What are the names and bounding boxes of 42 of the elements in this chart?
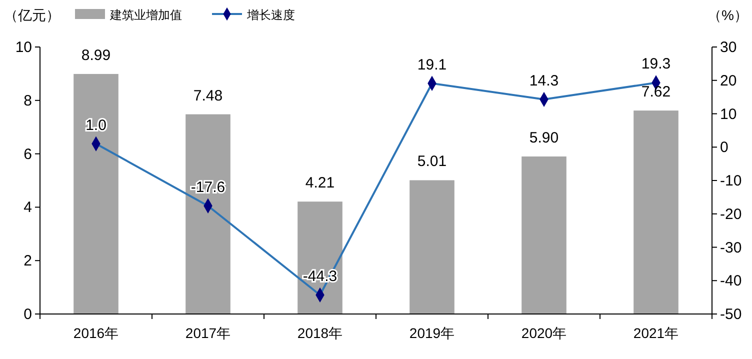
y2-tick-label: 0 bbox=[720, 139, 728, 156]
data-label: 5.01 bbox=[417, 153, 447, 170]
y-tick-label: 4 bbox=[24, 199, 32, 216]
x-tick-label: 2016年 bbox=[73, 325, 119, 341]
bar bbox=[410, 180, 454, 314]
y-tick-label: 2 bbox=[24, 252, 32, 270]
y-axis-title: （亿元） bbox=[4, 7, 60, 23]
bar bbox=[522, 156, 566, 314]
y2-axis-title: （%） bbox=[708, 7, 748, 23]
data-label: 7.62 bbox=[641, 84, 671, 101]
data-label: 5.90 bbox=[529, 129, 559, 146]
y2-tick-label: 30 bbox=[720, 39, 737, 56]
data-label: 1.0 bbox=[86, 116, 106, 134]
data-label: 19.1 bbox=[417, 56, 447, 74]
y-tick-label: 10 bbox=[15, 39, 32, 56]
x-tick-label: 2021年 bbox=[633, 325, 679, 341]
legend-label: 增长速度 bbox=[246, 8, 295, 22]
y-tick-label: 0 bbox=[24, 306, 32, 323]
data-label: 4.21 bbox=[305, 174, 335, 192]
legend-label: 建筑业增加值 bbox=[109, 8, 182, 22]
data-label: -17.6 bbox=[190, 178, 226, 196]
x-tick-label: 2017年 bbox=[185, 325, 231, 341]
data-label: 7.48 bbox=[193, 87, 223, 104]
data-label: 14.3 bbox=[529, 72, 559, 90]
y2-tick-label: -50 bbox=[720, 306, 742, 323]
y2-tick-label: -30 bbox=[720, 239, 742, 256]
x-tick-label: 2020年 bbox=[521, 325, 567, 341]
bar bbox=[634, 110, 678, 314]
y2-tick-label: -40 bbox=[720, 272, 742, 290]
y2-tick-label: 10 bbox=[720, 106, 737, 123]
data-label: 8.99 bbox=[81, 46, 111, 64]
bar bbox=[74, 74, 118, 314]
bar bbox=[298, 202, 342, 314]
y-tick-label: 6 bbox=[24, 146, 32, 163]
y2-tick-label: -10 bbox=[720, 172, 742, 190]
x-tick-label: 2019年 bbox=[409, 325, 455, 341]
y2-tick-label: -20 bbox=[720, 206, 742, 223]
y-tick-label: 8 bbox=[24, 92, 32, 110]
bar bbox=[186, 114, 230, 314]
data-label: 19.3 bbox=[641, 56, 671, 73]
y2-tick-label: 20 bbox=[720, 72, 737, 90]
x-tick-label: 2018年 bbox=[297, 325, 343, 341]
